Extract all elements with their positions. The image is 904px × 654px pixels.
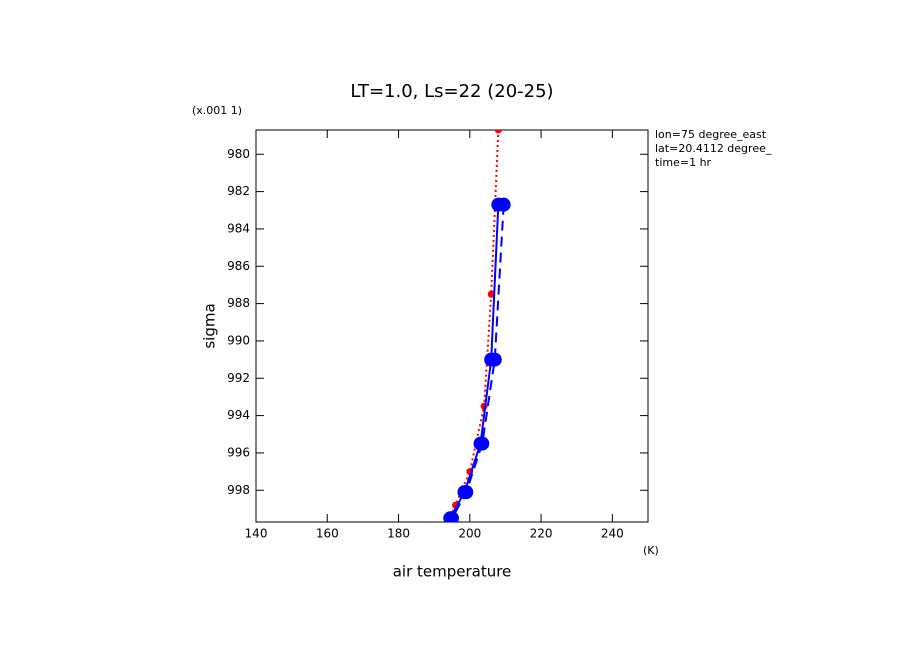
y-tick-label: 990 [227,333,250,347]
y-tick-label: 988 [227,296,250,310]
y-tick-label: 980 [227,147,250,161]
x-tick-label: 140 [245,527,268,541]
x-tick-label: 220 [530,527,553,541]
y-axis-label: sigma [201,303,219,348]
x-tick-label: 200 [458,527,481,541]
y-tick-label: 998 [227,483,250,497]
y-tick-label: 982 [227,184,250,198]
point [445,511,459,522]
x-tick-label: 160 [316,527,339,541]
annotation: time=1 hr [655,156,712,169]
point [494,130,502,134]
x-tick-label: 240 [601,527,624,541]
point [487,352,502,367]
plot-area [443,130,511,522]
annotation: lon=75 degree_east [655,128,767,141]
x-axis-label: air temperature [393,563,512,581]
y-tick-label: 984 [227,221,250,235]
x-unit: (K) [643,544,659,557]
plot-frame [255,129,649,523]
y-tick-label: 986 [227,259,250,273]
point [475,436,490,451]
point [496,197,511,212]
point [459,485,474,500]
chart-title: LT=1.0, Ls=22 (20-25) [350,81,553,102]
scale-label: (x.001 1) [192,104,242,117]
point [487,290,495,298]
y-tick-label: 996 [227,445,250,459]
y-tick-label: 992 [227,371,250,385]
x-tick-label: 180 [387,527,410,541]
annotation: lat=20.4112 degree_ [655,142,772,155]
y-tick-label: 994 [227,408,250,422]
